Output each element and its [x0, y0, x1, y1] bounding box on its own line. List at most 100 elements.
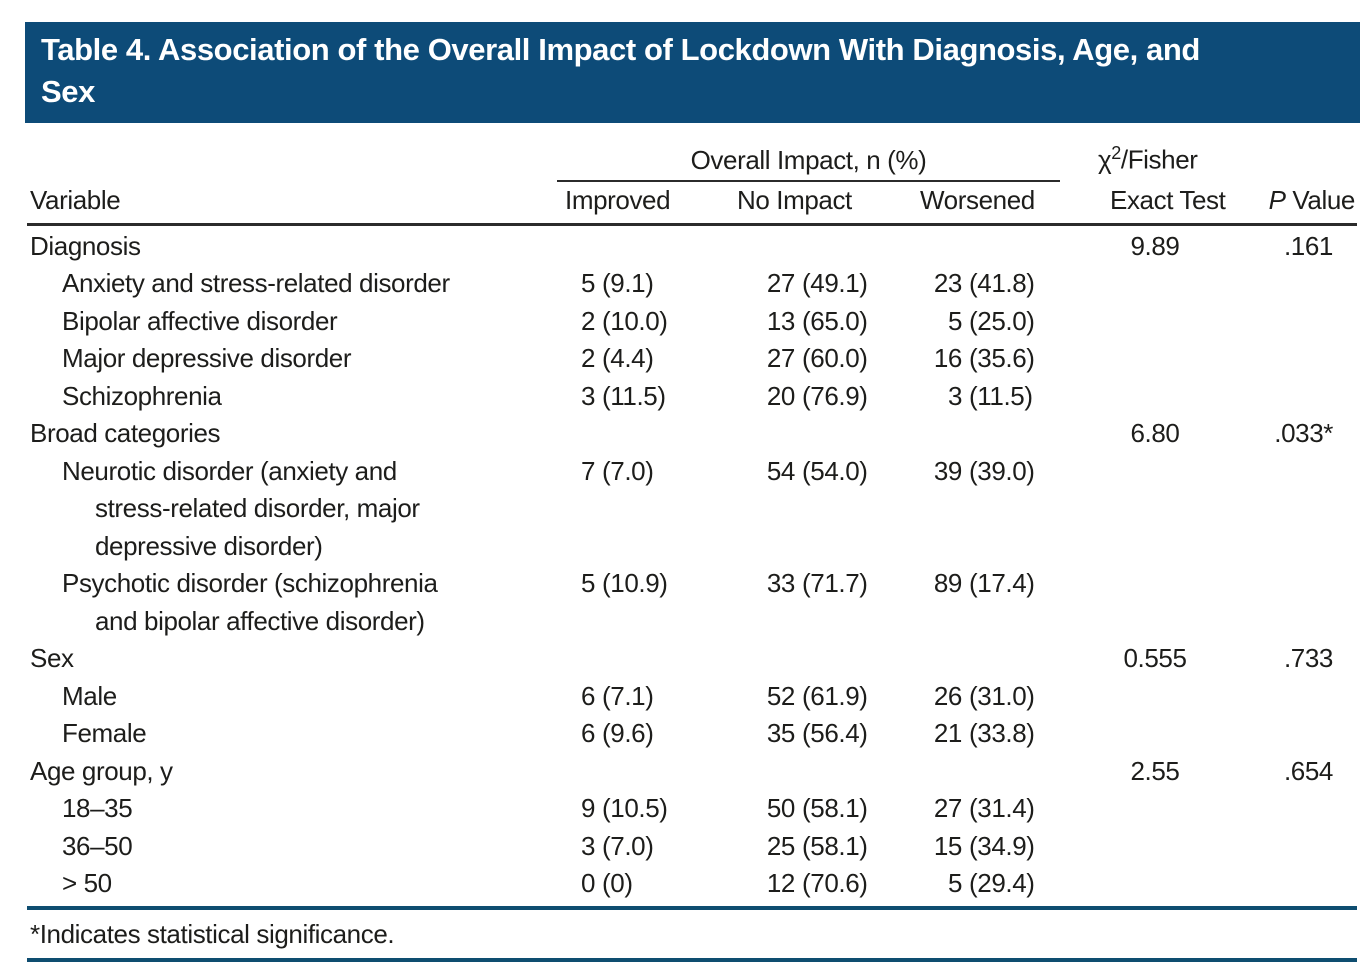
worsened-cell: 39 (39.0) [870, 453, 1060, 566]
count-value: 3 [580, 380, 595, 411]
worsened-column-header: Worsened [920, 184, 1035, 215]
count-value: 6 [580, 718, 595, 749]
table-row: Schizophrenia 3 (11.5) 20 (76.9) 3 (11.5) [27, 378, 1357, 416]
p-value-cell [1210, 565, 1357, 640]
improved-cell: 3 (11.5) [495, 378, 675, 416]
table-row: Sex 0.555 .733 [27, 640, 1357, 678]
count-value: 21 [933, 718, 963, 749]
percent-value: (7.1) [602, 680, 654, 711]
percent-value: (17.4) [969, 568, 1035, 599]
no-impact-cell: 52 (61.9) [675, 678, 870, 716]
count-value: 3 [947, 380, 962, 411]
count-value: 27 [933, 793, 963, 824]
improved-cell: 7 (7.0) [495, 453, 675, 566]
percent-value: (7.0) [602, 455, 654, 486]
percent-value: (29.4) [969, 868, 1035, 899]
improved-cell [495, 228, 675, 266]
chi-square-cell [1060, 340, 1210, 378]
chi-square-cell [1060, 378, 1210, 416]
percent-value: (76.9) [802, 380, 868, 411]
improved-column-header: Improved [565, 184, 671, 215]
row-label: Sex [30, 643, 74, 674]
count-value: 89 [933, 568, 963, 599]
row-label: Diagnosis [30, 230, 141, 261]
row-label: Anxiety and stress-related disorder [62, 268, 450, 299]
worsened-cell [870, 228, 1060, 266]
count-value: 50 [766, 793, 796, 824]
percent-value: (61.9) [802, 680, 868, 711]
count-value: 20 [766, 380, 796, 411]
improved-cell: 9 (10.5) [495, 790, 675, 828]
stats-table: Overall Impact, n (%) χ2/Fisher Variable… [27, 138, 1357, 962]
chi-square-cell: 0.555 [1123, 643, 1187, 674]
worsened-cell [870, 640, 1060, 678]
p-value-cell: .033* [1274, 418, 1333, 449]
improved-cell: 3 (7.0) [495, 828, 675, 866]
worsened-cell: 21 (33.8) [870, 715, 1060, 753]
no-impact-cell: 50 (58.1) [675, 790, 870, 828]
percent-value: (34.9) [969, 830, 1035, 861]
percent-value: (10.5) [602, 793, 668, 824]
header-divider-rule [27, 222, 1357, 226]
no-impact-cell: 25 (58.1) [675, 828, 870, 866]
percent-value: (71.7) [802, 568, 868, 599]
table-row: Male 6 (7.1) 52 (61.9) 26 (31.0) [27, 678, 1357, 716]
percent-value: (11.5) [602, 380, 666, 411]
row-label: Major depressive disorder [62, 343, 352, 374]
p-value-cell: .654 [1283, 755, 1333, 786]
percent-value: (9.1) [602, 268, 654, 299]
p-value-cell [1210, 265, 1357, 303]
no-impact-cell: 13 (65.0) [675, 303, 870, 341]
worsened-cell: 16 (35.6) [870, 340, 1060, 378]
overall-impact-group-label: Overall Impact, n (%) [557, 145, 1060, 182]
p-value-cell [1210, 303, 1357, 341]
p-value-cell [1210, 678, 1357, 716]
count-value: 3 [580, 830, 595, 861]
chi-square-cell [1060, 303, 1210, 341]
table-header-row-1: Overall Impact, n (%) χ2/Fisher [27, 138, 1357, 182]
row-label: Broad categories [30, 418, 221, 449]
table-title-bar: Table 4. Association of the Overall Impa… [25, 22, 1360, 123]
p-value-cell [1210, 715, 1357, 753]
chi-superscript: 2 [1111, 143, 1121, 163]
percent-value: (70.6) [802, 868, 868, 899]
count-value: 5 [580, 568, 595, 599]
p-value-cell [1210, 865, 1357, 903]
percent-value: (39.0) [969, 455, 1035, 486]
footnote-top-rule [27, 905, 1357, 910]
improved-cell: 5 (10.9) [495, 565, 675, 640]
count-value: 7 [580, 455, 595, 486]
count-value: 27 [766, 268, 796, 299]
exact-test-header-line2: Exact Test [1110, 184, 1226, 215]
percent-value: (35.6) [969, 343, 1035, 374]
chi-square-cell [1060, 715, 1210, 753]
count-value: 25 [766, 830, 796, 861]
table-row: Major depressive disorder 2 (4.4) 27 (60.0) 1… [27, 340, 1357, 378]
percent-value: (0) [602, 868, 633, 899]
worsened-cell: 27 (31.4) [870, 790, 1060, 828]
table-row: Diagnosis 9.89 .161 [27, 228, 1357, 266]
count-value: 13 [766, 305, 796, 336]
no-impact-cell: 35 (56.4) [675, 715, 870, 753]
chi-symbol: χ [1098, 144, 1112, 175]
count-value: 0 [580, 868, 595, 899]
percent-value: (31.0) [969, 680, 1035, 711]
percent-value: (65.0) [802, 305, 868, 336]
table-row: Age group, y 2.55 .654 [27, 753, 1357, 791]
percent-value: (31.4) [969, 793, 1035, 824]
table-body: Diagnosis 9.89 .161 Anxiety and stress-rela… [27, 228, 1357, 903]
row-label: 18–35 [62, 793, 133, 824]
table-row: Anxiety and stress-related disorder 5 (9.1… [27, 265, 1357, 303]
worsened-cell: 89 (17.4) [870, 565, 1060, 640]
percent-value: (33.8) [969, 718, 1035, 749]
p-value-cell [1210, 378, 1357, 416]
percent-value: (60.0) [802, 343, 868, 374]
worsened-cell: 15 (34.9) [870, 828, 1060, 866]
row-label: Neurotic disorder (anxiety and stress-re… [62, 455, 420, 561]
row-label: Schizophrenia [62, 380, 222, 411]
chi-fisher-header-line1: χ2/Fisher [1060, 138, 1210, 175]
percent-value: (7.0) [602, 830, 654, 861]
improved-cell: 0 (0) [495, 865, 675, 903]
improved-cell: 6 (7.1) [495, 678, 675, 716]
